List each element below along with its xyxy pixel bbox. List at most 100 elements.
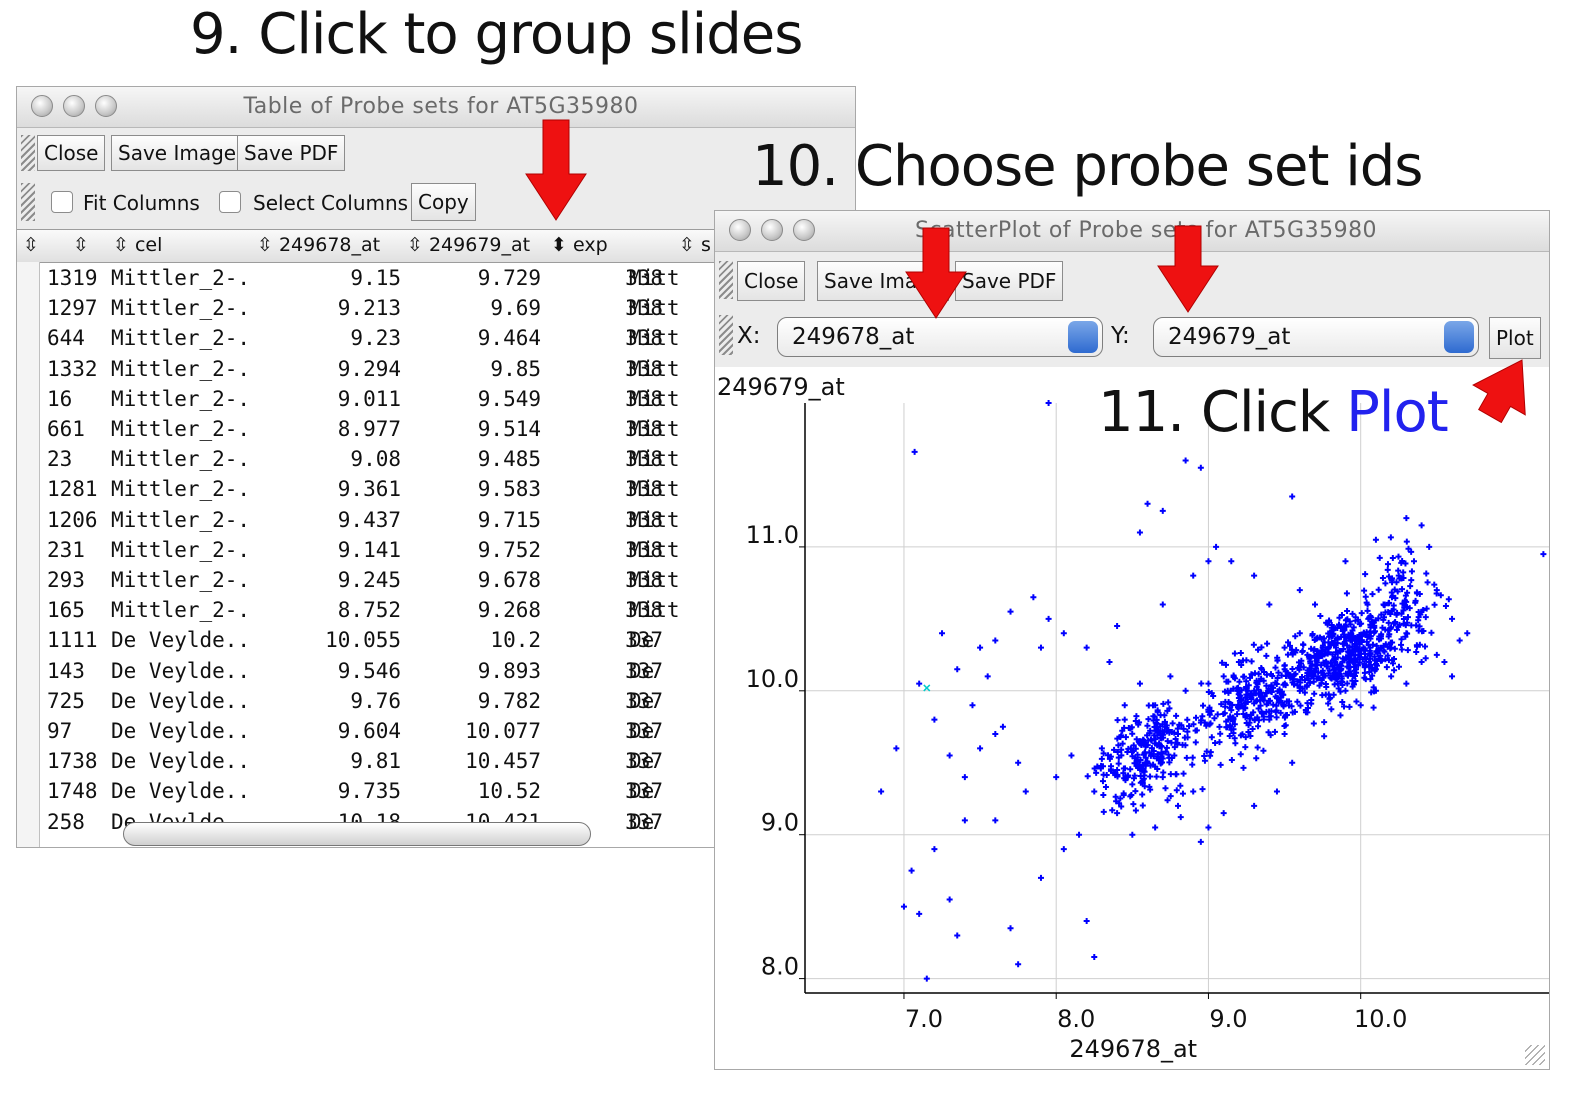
scatter-window-titlebar[interactable]: ScatterPlot of Probe sets for AT5G35980 [715, 211, 1549, 252]
column-header-249678-at[interactable]: ⇳ 249678_at [257, 234, 381, 256]
data-point [1418, 628, 1425, 635]
table-row[interactable]: 1738 De Veylde... 9.81 10.457 337 De [17, 747, 717, 777]
data-point [1312, 601, 1319, 608]
table-row[interactable]: 1111 De Veylde... 10.055 10.2 337 De [17, 626, 717, 656]
data-point [1354, 656, 1361, 663]
data-point [1197, 464, 1204, 471]
data-point [916, 910, 923, 917]
data-point [1358, 610, 1365, 617]
fit-columns-checkbox[interactable] [51, 191, 73, 213]
data-point [1151, 724, 1158, 731]
scatter-save-pdf-button[interactable]: Save PDF [955, 261, 1064, 301]
data-point [1242, 744, 1249, 751]
data-point [1084, 773, 1091, 780]
table-row[interactable]: 143 De Veylde... 9.546 9.893 337 De [17, 657, 717, 687]
data-point [1161, 712, 1168, 719]
table-window-titlebar[interactable]: Table of Probe sets for AT5G35980 [17, 87, 855, 128]
data-point [1416, 641, 1423, 648]
data-point [1270, 701, 1277, 708]
table-row[interactable]: 97 De Veylde... 9.604 10.077 337 De [17, 717, 717, 747]
data-point [1422, 614, 1429, 621]
data-point [1152, 763, 1159, 770]
scatter-close-button[interactable]: Close [737, 261, 806, 301]
close-window-icon[interactable] [729, 219, 751, 241]
table-row[interactable]: 1748 De Veylde... 9.735 10.52 337 De [17, 777, 717, 807]
data-point [1406, 605, 1413, 612]
row-index-cell: 258 [47, 809, 85, 834]
minimize-window-icon[interactable] [761, 219, 783, 241]
row-249678-at-cell: 9.141 [337, 537, 401, 562]
x-axis-select[interactable]: 249678_at [777, 317, 1103, 357]
copy-button[interactable]: Copy [411, 183, 476, 221]
zoom-window-icon[interactable] [793, 219, 815, 241]
scatter-save-image-button[interactable]: Save Image [817, 261, 950, 301]
vertical-scrollbar[interactable] [17, 262, 40, 847]
data-point [1437, 592, 1444, 599]
table-save-image-button[interactable]: Save Image [111, 135, 244, 171]
toolbar-grip-icon[interactable] [719, 261, 733, 299]
close-window-icon[interactable] [31, 95, 53, 117]
data-point [1165, 699, 1172, 706]
data-point [1124, 749, 1131, 756]
column-header-249679-at[interactable]: ⇳ 249679_at [407, 234, 531, 256]
data-point [1173, 771, 1180, 778]
data-point [1340, 645, 1347, 652]
data-point [1402, 633, 1409, 640]
data-point [1358, 639, 1365, 646]
row-cel-cell: De Veylde... [111, 779, 251, 804]
data-point [1263, 652, 1270, 659]
select-columns-checkbox[interactable] [219, 191, 241, 213]
data-point [1152, 824, 1159, 831]
horizontal-scrollbar[interactable] [123, 822, 591, 846]
row-s-cell: Mitt [629, 296, 680, 321]
row-249678-at-cell: 9.361 [337, 477, 401, 502]
data-point [1221, 688, 1228, 695]
data-point [1254, 697, 1261, 704]
sort-icon[interactable]: ⇳ [23, 234, 39, 256]
data-point [1117, 734, 1124, 741]
table-save-pdf-button[interactable]: Save PDF [237, 135, 346, 171]
minimize-window-icon[interactable] [63, 95, 85, 117]
row-249679-at-cell: 9.678 [477, 568, 541, 592]
row-exp-cell: 338 [625, 598, 663, 623]
data-point [1236, 678, 1243, 685]
data-point [1100, 808, 1107, 815]
selector-grip-icon[interactable] [719, 315, 733, 355]
data-point [1358, 620, 1365, 627]
row-249679-at-cell: 9.782 [477, 688, 541, 713]
table-close-button[interactable]: Close [37, 135, 106, 171]
zoom-window-icon[interactable] [95, 95, 117, 117]
y-axis-select[interactable]: 249679_at [1153, 317, 1479, 357]
data-point [1250, 641, 1257, 648]
data-point [1382, 656, 1389, 663]
column-header-exp[interactable]: ⬍ exp [551, 234, 608, 256]
y-axis-title: 249679_at [717, 373, 845, 401]
data-point [1243, 657, 1250, 664]
data-point [1304, 672, 1311, 679]
data-point [1045, 400, 1052, 406]
data-point [1322, 646, 1329, 653]
column-header-cel[interactable]: ⇳ cel [113, 234, 163, 256]
column-header-s[interactable]: ⇳ s [679, 234, 711, 256]
scatter-chart: 7.0 8.0 9.0 10.0 8.0 9.0 10.0 11.0 249678_at 2496… [717, 373, 1549, 1063]
table-row[interactable]: 725 De Veylde... 9.76 9.782 337 De [17, 687, 717, 717]
plot-button[interactable]: Plot [1489, 317, 1541, 359]
column-header-index[interactable]: ⇳ [73, 234, 89, 256]
resize-grip-icon[interactable] [1525, 1045, 1545, 1065]
options-grip-icon[interactable] [21, 183, 35, 221]
data-point [1357, 702, 1364, 709]
toolbar-grip-icon[interactable] [21, 135, 35, 171]
data-point [1366, 668, 1373, 675]
